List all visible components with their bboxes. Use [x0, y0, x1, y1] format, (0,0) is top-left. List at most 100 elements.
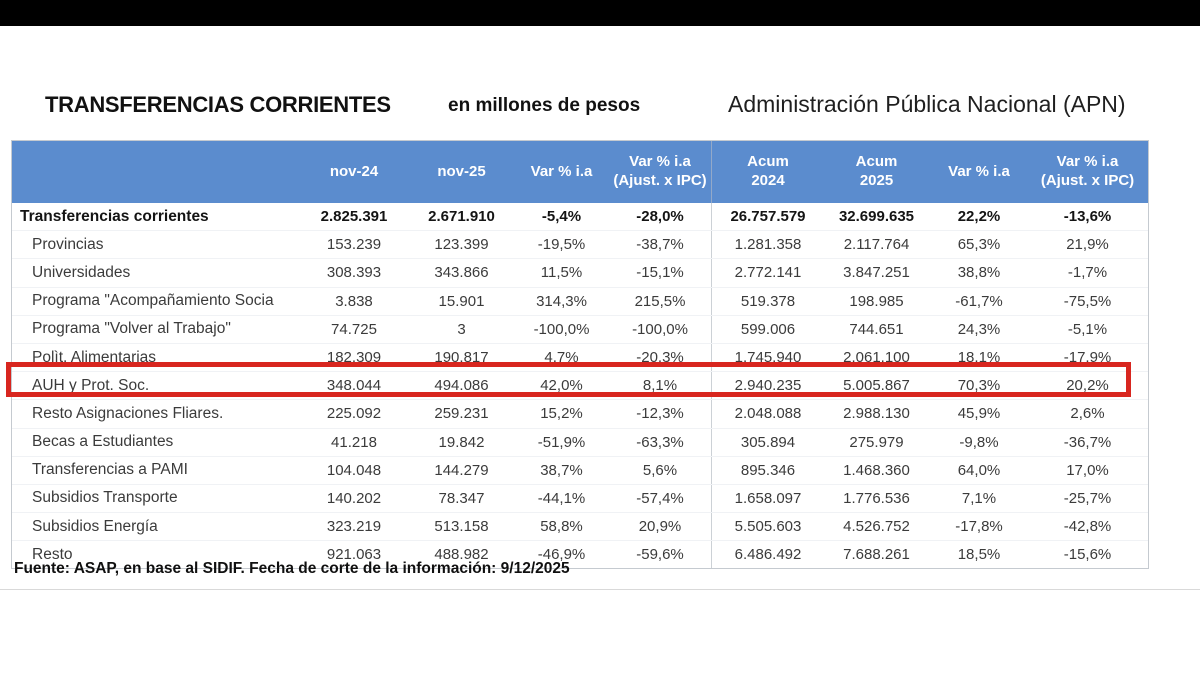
cell-value: 15.901 [438, 292, 485, 310]
cell-value: 38,8% [957, 264, 1001, 282]
page-unit-label: en millones de pesos [448, 95, 641, 116]
cell-value: 45,9% [957, 405, 1001, 423]
row-label: Universidades [32, 263, 131, 281]
cell-value: 58,8% [540, 518, 583, 536]
cell-value: 275.979 [849, 433, 904, 451]
cell-value: 488.982 [434, 546, 489, 564]
cell-value: 921.063 [326, 546, 382, 564]
cell-value: -17,9% [1063, 349, 1112, 367]
cell-value: 5.505.603 [711, 513, 824, 541]
column-header: Var % i.a (Ajust. x IPC) [1040, 153, 1135, 189]
cell-value: -15,1% [636, 264, 684, 282]
cell-value: 519.378 [711, 287, 824, 315]
cell-value: 198.985 [849, 292, 904, 310]
row-label: Transferencias a PAMI [32, 461, 188, 479]
table-row: Transferencias corrientes 2.825.391 2.671.… [12, 203, 1148, 232]
table-row: Provincias 153.239 123.399 -19,5% -38,7% 1.28… [12, 231, 1148, 260]
cell-value: 78.347 [438, 489, 485, 507]
cell-value: -59,6% [636, 546, 684, 564]
cell-value: 2.671.910 [428, 208, 495, 226]
cell-value: 32.699.635 [838, 208, 915, 226]
cell-value: 64,0% [957, 461, 1001, 479]
table-row: Transferencias a PAMI 104.048 144.279 38,7%… [12, 456, 1148, 485]
cell-value: 42,0% [540, 377, 583, 395]
cell-value: 5,6% [642, 461, 678, 479]
row-label: Becas a Estudiantes [32, 433, 174, 451]
column-header: Acum 2024 [711, 141, 824, 203]
column-header: Var % i.a (Ajust. x IPC) [613, 153, 707, 189]
cell-value: 21,9% [1066, 236, 1109, 254]
cell-value: 3 [457, 320, 466, 338]
cell-value: -75,5% [1063, 292, 1112, 310]
row-label: Polìt. Alimentarias [32, 348, 157, 366]
cell-value: 38,7% [540, 461, 583, 479]
cell-value: -42,8% [1063, 518, 1112, 536]
table-row: Universidades 308.393 343.866 11,5% -15,1% 2.… [12, 259, 1148, 288]
cell-value: 2.772.141 [711, 259, 824, 287]
table-row: Subsidios Energía 323.219 513.158 58,8% 20,9… [12, 513, 1148, 542]
cell-value: 343.866 [434, 264, 489, 282]
cell-value: 190.817 [434, 349, 489, 367]
cell-value: 1.468.360 [843, 461, 910, 479]
cell-value: -61,7% [955, 292, 1003, 310]
row-label: AUH y Prot. Soc. [32, 376, 150, 394]
cell-value: 24,3% [957, 320, 1001, 338]
row-label: Subsidios Energía [32, 517, 158, 535]
cell-value: 20,2% [1066, 377, 1109, 395]
cell-value: 2.988.130 [843, 405, 910, 423]
transfers-table: nov-24 nov-25 Var % i.a Var % i.a (Ajust. x … [6, 140, 1149, 570]
cell-value: -9,8% [959, 433, 999, 451]
column-header: Var % i.a [948, 162, 1010, 180]
cell-value: 7.688.261 [843, 546, 910, 564]
cell-value: 7,1% [961, 489, 997, 507]
letterbox-top-bar [0, 0, 1200, 26]
cell-value: -19,5% [537, 236, 586, 254]
cell-value: 104.048 [326, 461, 382, 479]
cell-value: -38,7% [636, 236, 684, 254]
footer-divider-line [0, 589, 1200, 590]
cell-value: -25,7% [1063, 489, 1112, 507]
cell-value: -12,3% [636, 405, 684, 423]
cell-value: 1.745.940 [711, 343, 824, 372]
cell-value: 8,1% [642, 377, 678, 395]
table-row: Resto 921.063 488.982 -46,9% -59,6% 6.486.492… [12, 541, 1148, 569]
cell-value: 494.086 [434, 377, 489, 395]
table-row: Subsidios Transporte 140.202 78.347 -44,1% -… [12, 484, 1148, 514]
cell-value: -63,3% [636, 433, 684, 451]
row-label: Transferencias corrientes [20, 207, 209, 225]
cell-value: 323.219 [326, 518, 382, 536]
cell-value: 2,6% [1070, 405, 1105, 423]
column-header: Var % i.a [530, 162, 593, 180]
cell-value: 153.239 [326, 236, 382, 254]
table-header-row: nov-24 nov-25 Var % i.a Var % i.a (Ajust. x … [12, 141, 1148, 203]
cell-value: 6.486.492 [711, 541, 824, 569]
cell-value: -15,6% [1063, 546, 1112, 564]
row-label: Resto [32, 545, 73, 563]
column-header: nov-25 [437, 162, 486, 180]
cell-value: 5.005.867 [843, 377, 910, 395]
cell-value: 2.940.235 [711, 372, 824, 400]
cell-value: 305.894 [711, 428, 824, 456]
cell-value: -51,9% [537, 433, 586, 451]
cell-value: 22,2% [957, 208, 1001, 226]
cell-value: 18,5% [957, 546, 1001, 564]
cell-value: 314,3% [536, 292, 587, 310]
cell-value: 1.776.536 [843, 489, 910, 507]
cell-value: 3.838 [335, 292, 373, 310]
cell-value: 123.399 [434, 236, 489, 254]
cell-value: 144.279 [434, 461, 489, 479]
cell-value: 4.526.752 [843, 518, 910, 536]
cell-value: 744.651 [849, 320, 904, 338]
cell-value: -44,1% [537, 489, 586, 507]
cell-value: 19.842 [438, 433, 485, 451]
cell-value: 348.044 [326, 377, 382, 395]
table-row: Programa "Volver al Trabajo" 74.725 3 -100,… [12, 315, 1148, 344]
table-row: Programa "Acompañamiento Socia 3.838 15.90… [12, 287, 1148, 316]
cell-value: 2.825.391 [320, 208, 388, 226]
cell-value: -20,3% [636, 349, 684, 367]
cell-value: -100,0% [533, 320, 590, 338]
cell-value: 41.218 [331, 433, 377, 451]
title-row: TRANSFERENCIAS CORRIENTES en millones de… [0, 91, 1200, 124]
table-row: Becas a Estudiantes 41.218 19.842 -51,9% -63… [12, 428, 1148, 457]
cell-value: 2.061.100 [843, 349, 910, 367]
